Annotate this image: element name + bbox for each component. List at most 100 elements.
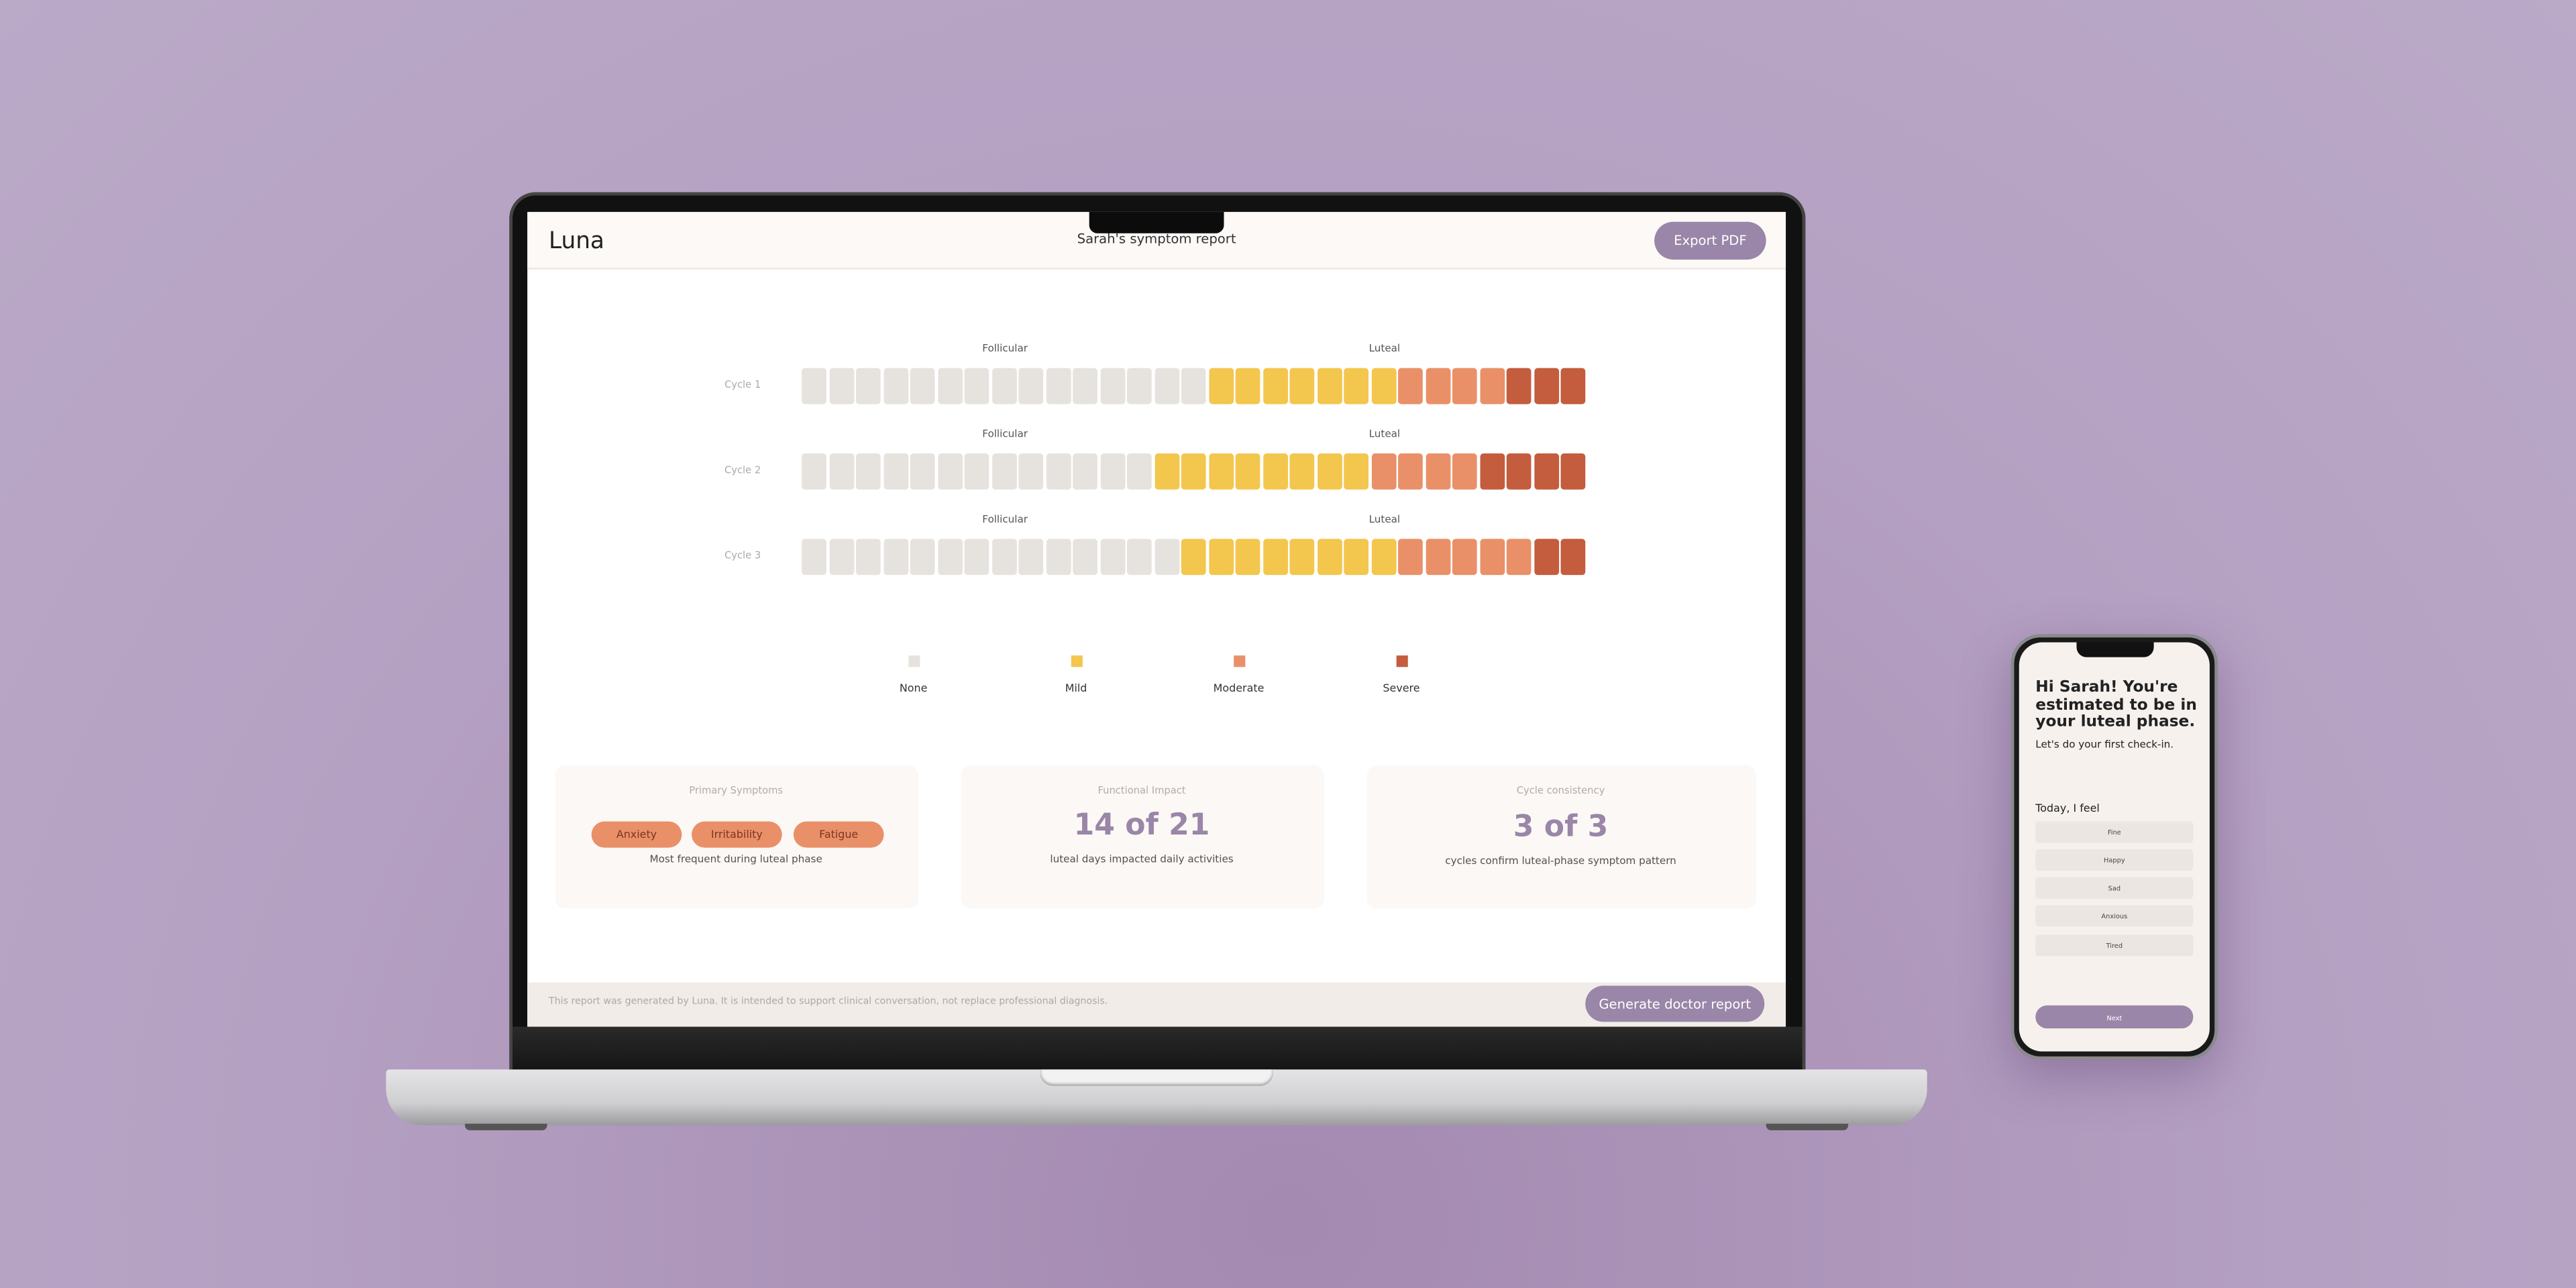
disclaimer: This report was generated by Luna. It is… bbox=[548, 997, 1108, 1008]
day-cell bbox=[1289, 368, 1315, 405]
phase-label: Follicular bbox=[982, 514, 1028, 526]
day-cell bbox=[1506, 453, 1532, 490]
camera-notch bbox=[1089, 211, 1224, 233]
card-value: 14 of 21 bbox=[1073, 808, 1210, 843]
greeting: Hi Sarah! You're estimated to be in your… bbox=[2035, 678, 2197, 732]
day-cell bbox=[1452, 368, 1477, 405]
feel-option[interactable]: Happy bbox=[2035, 849, 2194, 871]
phone-screen: Hi Sarah! You're estimated to be in your… bbox=[2019, 642, 2210, 1052]
day-cell bbox=[1263, 368, 1287, 405]
day-cell bbox=[1371, 539, 1396, 576]
day-cell bbox=[937, 453, 962, 490]
day-cell bbox=[1534, 539, 1558, 576]
symptom-tag: Fatigue bbox=[793, 821, 884, 848]
export-button[interactable]: Export PDF bbox=[1654, 221, 1766, 260]
day-cell bbox=[1208, 368, 1233, 405]
day-cell bbox=[1479, 453, 1505, 490]
day-cell bbox=[1235, 368, 1260, 405]
cycle-label: Cycle 2 bbox=[724, 465, 761, 477]
card: Cycle consistency 3 of 3 cycles confirm … bbox=[1366, 765, 1756, 909]
day-cell bbox=[1127, 539, 1152, 576]
day-cell bbox=[1560, 539, 1586, 576]
feel-option[interactable]: Sad bbox=[2035, 877, 2194, 899]
day-cell bbox=[1371, 453, 1396, 490]
report-title: Sarah's symptom report bbox=[1077, 231, 1236, 247]
day-cell bbox=[1045, 453, 1071, 490]
day-cell bbox=[937, 368, 962, 405]
phase-label: Luteal bbox=[1368, 429, 1401, 441]
generate-button[interactable]: Generate doctor report bbox=[1585, 985, 1765, 1022]
day-cell bbox=[1208, 539, 1233, 576]
phase-label: Luteal bbox=[1368, 343, 1401, 355]
footer-bar bbox=[527, 982, 1786, 1027]
laptop-lip bbox=[1040, 1069, 1273, 1086]
day-cell bbox=[964, 539, 989, 576]
day-cell bbox=[1289, 539, 1315, 576]
day-cell bbox=[1344, 453, 1369, 490]
day-cell bbox=[1316, 453, 1342, 490]
cycle-label: Cycle 1 bbox=[724, 379, 761, 391]
legend-label: None bbox=[899, 682, 928, 695]
day-cell bbox=[1534, 368, 1558, 405]
day-cell bbox=[1127, 453, 1152, 490]
day-cell bbox=[937, 539, 962, 576]
symptom-tag: Anxiety bbox=[591, 821, 682, 848]
laptop-chin bbox=[513, 1026, 1803, 1070]
day-cell bbox=[1073, 453, 1097, 490]
day-cell bbox=[910, 368, 935, 405]
feel-prompt: Today, I feel bbox=[2035, 802, 2100, 815]
card-caption: luteal days impacted daily activities bbox=[1050, 854, 1234, 866]
symptom-tag: Irritability bbox=[692, 821, 782, 848]
brand: Luna bbox=[548, 228, 604, 255]
card-title: Cycle consistency bbox=[1516, 785, 1605, 797]
day-cell bbox=[1018, 539, 1044, 576]
day-cell bbox=[1316, 539, 1342, 576]
day-cell bbox=[1425, 453, 1450, 490]
day-cell bbox=[1181, 368, 1206, 405]
day-cell bbox=[964, 453, 989, 490]
day-cell bbox=[802, 539, 826, 576]
day-cell bbox=[1099, 539, 1125, 576]
day-cell bbox=[828, 368, 854, 405]
laptop-screen: Luna Sarah's symptom report Export PDF C… bbox=[527, 211, 1786, 1027]
day-cell bbox=[1154, 539, 1179, 576]
day-cell bbox=[1398, 453, 1423, 490]
day-cell bbox=[1398, 539, 1423, 576]
day-cell bbox=[1208, 453, 1233, 490]
card-title: Functional Impact bbox=[1097, 785, 1186, 797]
phase-label: Follicular bbox=[982, 429, 1028, 441]
cycle-label: Cycle 3 bbox=[724, 550, 761, 562]
laptop-foot bbox=[465, 1124, 547, 1130]
day-cell bbox=[1127, 368, 1152, 405]
day-cell bbox=[1073, 368, 1097, 405]
day-cell bbox=[1534, 453, 1558, 490]
phone-subtitle: Let's do your first check-in. bbox=[2035, 739, 2174, 751]
day-cell bbox=[855, 539, 881, 576]
legend: None Mild Moderate Severe bbox=[527, 212, 1786, 705]
day-cell bbox=[1235, 453, 1260, 490]
next-button[interactable]: Next bbox=[2035, 1005, 2194, 1029]
day-cell bbox=[1371, 368, 1396, 405]
card: Functional Impact 14 of 21 luteal days i… bbox=[961, 765, 1324, 909]
card-caption: cycles confirm luteal-phase symptom patt… bbox=[1445, 855, 1676, 868]
day-cell bbox=[1018, 453, 1044, 490]
legend-label: Severe bbox=[1383, 682, 1420, 695]
day-cell bbox=[883, 368, 908, 405]
day-cell bbox=[991, 539, 1016, 576]
feel-option[interactable]: Fine bbox=[2035, 821, 2194, 843]
day-cell bbox=[883, 453, 908, 490]
day-cell bbox=[1479, 368, 1505, 405]
day-cell bbox=[855, 368, 881, 405]
day-cell bbox=[802, 368, 826, 405]
day-cell bbox=[828, 539, 854, 576]
feel-option[interactable]: Tired bbox=[2035, 934, 2194, 957]
day-cell bbox=[910, 539, 935, 576]
day-cell bbox=[1235, 539, 1260, 576]
day-cell bbox=[1045, 368, 1071, 405]
card-value: 3 of 3 bbox=[1513, 810, 1609, 845]
day-cell bbox=[1099, 368, 1125, 405]
feel-option[interactable]: Anxious bbox=[2035, 905, 2194, 927]
day-cell bbox=[1099, 453, 1125, 490]
card-title: Primary Symptoms bbox=[689, 785, 784, 797]
